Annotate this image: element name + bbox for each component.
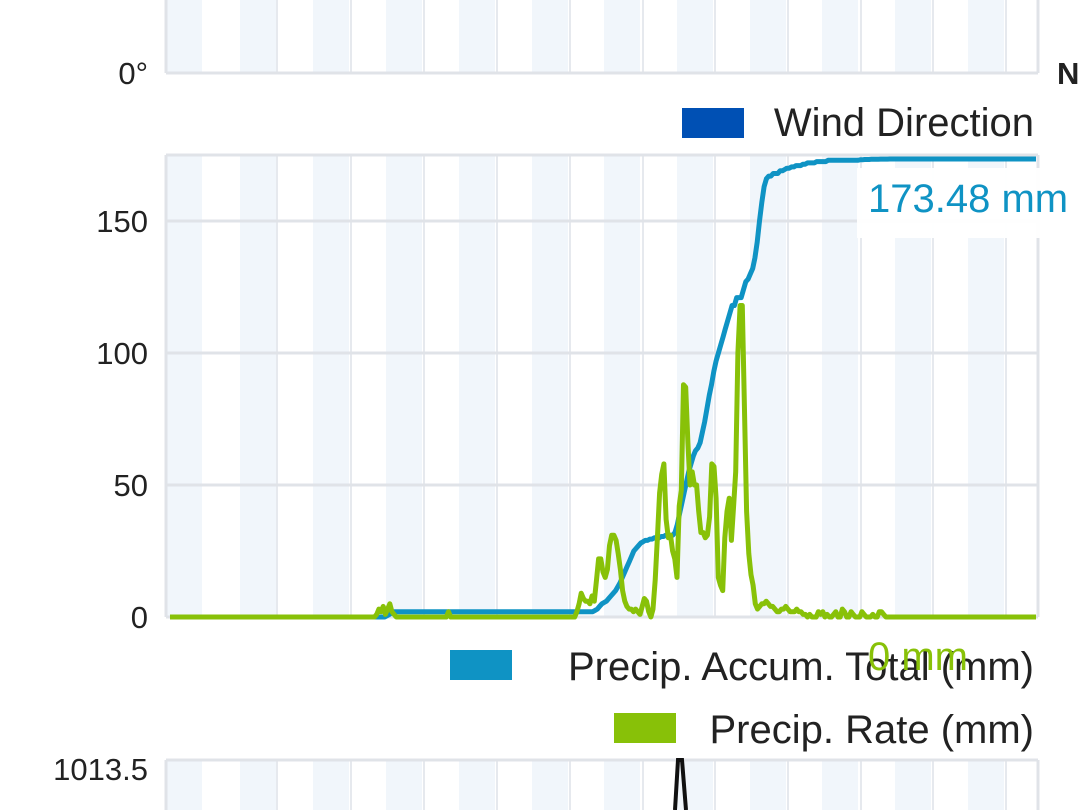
day-band (459, 155, 495, 617)
wind-direction-legend-label: Wind Direction (774, 101, 1034, 145)
day-band (604, 760, 640, 810)
day-band (532, 760, 568, 810)
day-band (895, 0, 931, 73)
day-band (822, 155, 858, 617)
precip-rate-line (169, 303, 1037, 620)
day-band (968, 760, 1004, 810)
day-band (313, 155, 349, 617)
day-band (750, 155, 786, 617)
wind-y-tick-label: 0° (118, 56, 148, 91)
pressure-line (673, 758, 688, 810)
precip-accum-legend-label: Precip. Accum. Total (mm) (568, 645, 1034, 689)
day-band (459, 0, 495, 73)
day-band (677, 0, 713, 73)
day-band (532, 0, 568, 73)
day-band (166, 155, 202, 617)
y-tick-label: 0 (131, 600, 148, 635)
pressure-panel: 1013.5 (53, 752, 1040, 810)
wind-direction-legend-swatch (682, 108, 744, 138)
day-band (166, 760, 202, 810)
precipitation-chart: 0 50 100 150 173.48 mm Precip. Accum. Total… (96, 153, 1080, 752)
day-band (386, 155, 422, 617)
day-band (386, 760, 422, 810)
day-band (313, 0, 349, 73)
day-band (822, 760, 858, 810)
day-band (240, 155, 276, 617)
precip-rate-current-value: 0 mm (868, 635, 968, 679)
wind-direction-panel: 0° N Wind Direction (118, 0, 1079, 145)
day-band (822, 0, 858, 73)
precip-accum-current-value: 173.48 mm (868, 177, 1068, 221)
day-band (459, 760, 495, 810)
y-tick-label: 150 (96, 204, 148, 239)
pressure-y-tick-label: 1013.5 (53, 752, 148, 787)
day-band (604, 0, 640, 73)
day-band (240, 0, 276, 73)
day-band (386, 0, 422, 73)
day-band (750, 760, 786, 810)
precip-rate-legend-swatch (614, 713, 676, 743)
day-band (750, 0, 786, 73)
wind-right-label: N (1057, 56, 1079, 91)
day-band (166, 0, 202, 73)
precip-accum-legend-swatch (450, 650, 512, 680)
y-tick-label: 50 (114, 468, 148, 503)
day-band (532, 155, 568, 617)
day-band (968, 0, 1004, 73)
precip-rate-legend-label: Precip. Rate (mm) (710, 708, 1035, 752)
day-band (313, 760, 349, 810)
day-band (240, 760, 276, 810)
day-band (895, 760, 931, 810)
y-tick-label: 100 (96, 336, 148, 371)
